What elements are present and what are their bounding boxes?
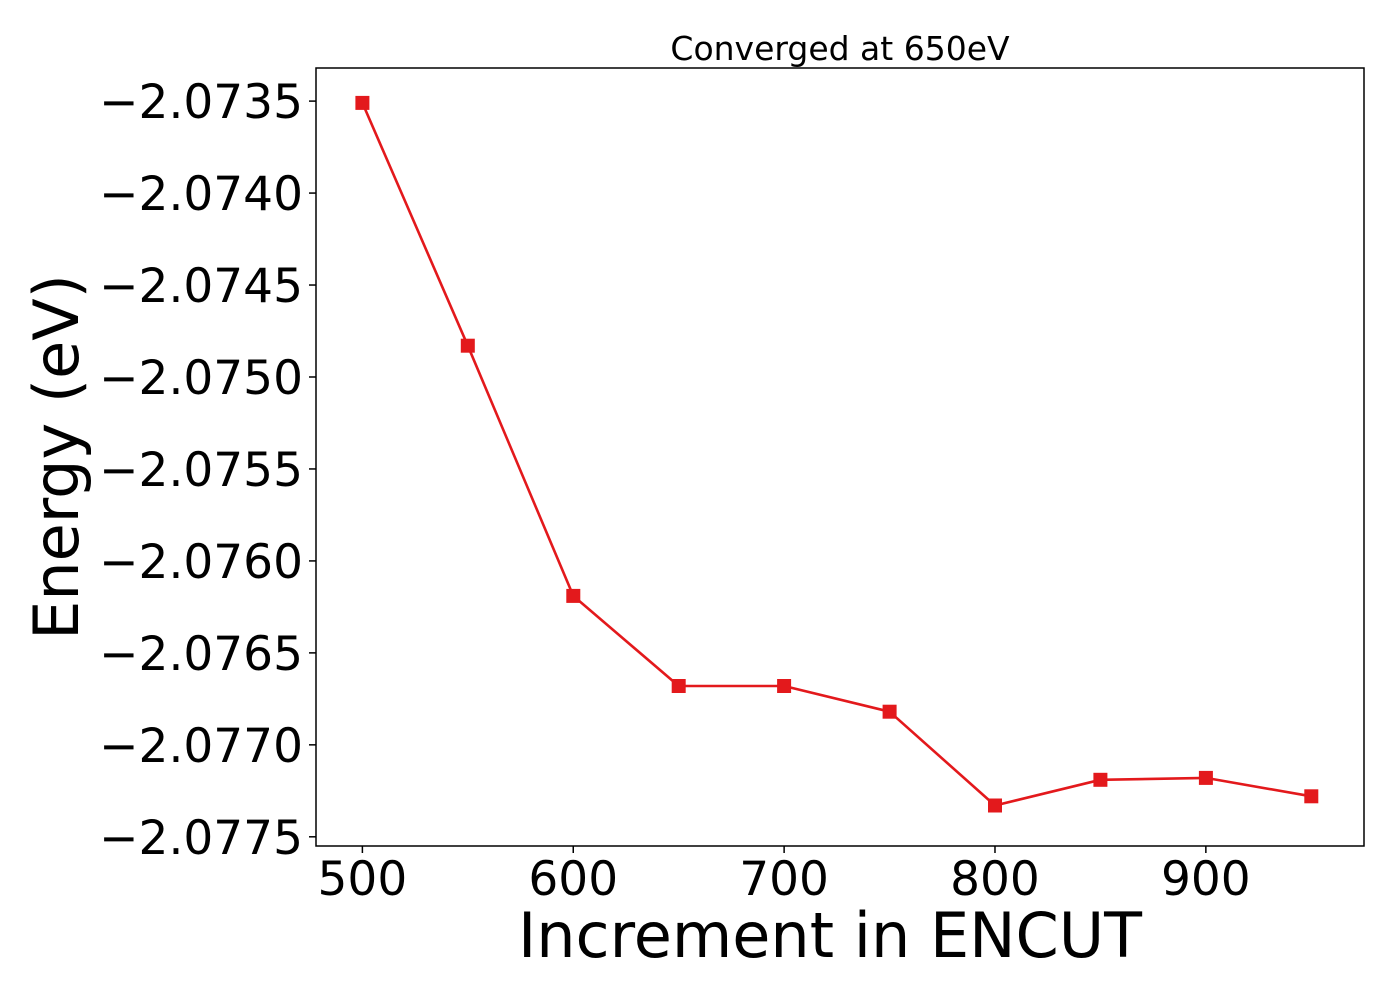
data-point-marker — [1198, 770, 1213, 785]
plot-layer — [355, 95, 1319, 813]
y-tick-label: −2.0765 — [99, 627, 303, 682]
y-tick-label: −2.0750 — [99, 351, 303, 406]
x-tick-label: 700 — [739, 852, 829, 907]
y-tick-label: −2.0745 — [99, 259, 303, 314]
y-tick-label: −2.0770 — [99, 719, 303, 774]
y-tick-label: −2.0735 — [99, 75, 303, 130]
y-tick-label: −2.0740 — [99, 167, 303, 222]
y-axis-title: Energy (eV) — [20, 274, 93, 640]
plot-frame — [315, 67, 1365, 847]
data-point-marker — [988, 798, 1002, 813]
x-tick-label: 600 — [528, 852, 618, 907]
series-line — [361, 102, 1312, 807]
x-tick-label: 900 — [1161, 852, 1251, 907]
y-tick-label: −2.0760 — [99, 535, 303, 590]
x-axis-title: Increment in ENCUT — [518, 899, 1143, 972]
data-point-marker — [566, 588, 581, 603]
x-tick-label: 800 — [950, 852, 1040, 907]
chart-title: Converged at 650eV — [670, 29, 1010, 68]
y-tick-label: −2.0755 — [99, 443, 303, 498]
y-tick-label: −2.0775 — [99, 811, 303, 866]
data-point-marker — [460, 338, 475, 353]
data-point-marker — [882, 704, 897, 719]
data-point-marker — [1093, 772, 1108, 787]
data-point-marker — [777, 679, 792, 693]
data-point-marker — [1304, 789, 1319, 804]
data-point-marker — [355, 95, 370, 110]
ticks-layer: 500 600 700 800 900 −2.0735 −2.0740 −2.0745 −2.0… — [99, 75, 1251, 907]
data-point-marker — [671, 679, 686, 693]
x-tick-label: 500 — [318, 852, 408, 907]
